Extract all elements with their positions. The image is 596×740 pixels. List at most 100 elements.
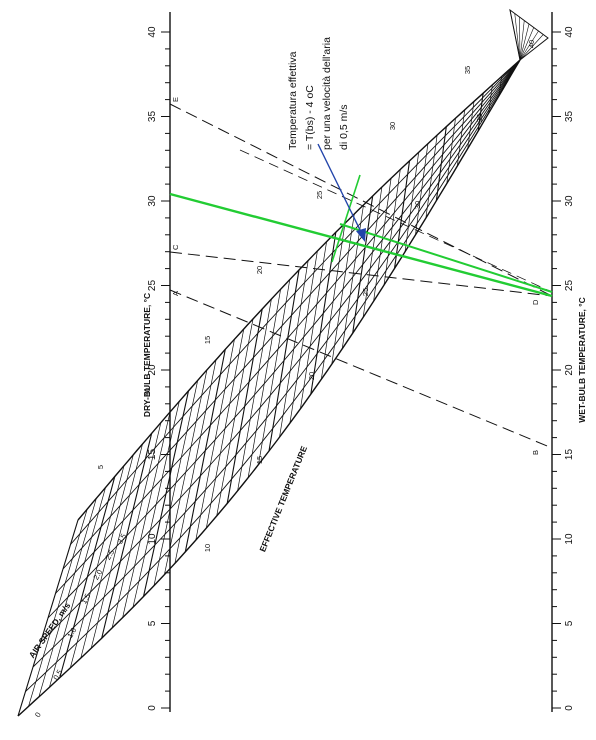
effective-temperature-line <box>488 84 493 114</box>
effective-temperature-label: 15 <box>255 456 264 464</box>
annotation-line-1: Temperatura effettiva <box>287 51 299 150</box>
wet-bulb-tick-label: 5 <box>564 620 575 626</box>
effective-temperature-line <box>80 454 134 659</box>
grid-tail-line <box>509 9 521 61</box>
annotation-arrow-head <box>356 228 366 242</box>
effective-temperature-line <box>383 169 401 286</box>
effective-temperature-line <box>49 487 106 688</box>
effective-temperature-label: 40 <box>527 40 536 48</box>
effective-temperature-grid <box>17 8 549 717</box>
air-speed-curve <box>25 59 521 692</box>
effective-temperature-line <box>184 349 226 553</box>
grid-tail-line <box>519 20 525 61</box>
effective-temperature-line <box>279 260 309 438</box>
reference-label-c: C <box>171 244 180 250</box>
effective-temperature-title: EFFECTIVE TEMPERATURE <box>257 444 309 553</box>
upper-edge-label: 25 <box>315 191 324 199</box>
air-speed-label: 0 <box>33 711 43 719</box>
air-speed-label: 1.5 <box>79 592 92 606</box>
effective-temperature-line <box>425 135 438 219</box>
effective-temperature-line <box>362 187 383 318</box>
effective-temperature-line <box>268 269 300 452</box>
upper-edge-label: 35 <box>463 66 472 74</box>
effective-temperature-line <box>69 465 125 668</box>
grid-labels: 10152025303540510152025303500.51.01.52.0… <box>33 40 536 719</box>
reference-label-d: D <box>531 299 540 305</box>
effective-temperature-line <box>415 143 429 236</box>
grid-tail <box>509 8 549 61</box>
effective-temperature-line <box>90 444 143 649</box>
effective-temperature-line <box>331 213 355 365</box>
wet-bulb-tick-label: 10 <box>564 533 575 545</box>
dry-bulb-tick-label: 30 <box>147 195 158 207</box>
grid-tail-line <box>519 34 544 61</box>
effective-temperature-label: 25 <box>361 288 370 296</box>
effective-temperature-line <box>435 126 447 201</box>
effective-temperature-line <box>393 160 411 269</box>
effective-temperature-line <box>352 195 374 334</box>
upper-edge-label: 20 <box>255 266 264 274</box>
wet-bulb-tick-label: 0 <box>564 705 575 711</box>
dry-bulb-tick-label: 35 <box>147 111 158 123</box>
dry-bulb-tick-label: 10 <box>147 533 158 545</box>
effective-temperature-line <box>38 498 97 697</box>
dry-bulb-tick-label: 40 <box>147 26 158 38</box>
dry-bulb-tick-labels: 0 5 10 15 20 25 30 35 40 <box>147 26 158 711</box>
effective-temperature-line <box>446 118 456 184</box>
wet-bulb-tick-label: 20 <box>564 364 575 376</box>
effective-temperature-line <box>509 68 512 78</box>
effective-temperature-line <box>101 433 153 639</box>
wet-bulb-tick-label: 30 <box>564 195 575 207</box>
dry-bulb-tick-label: 15 <box>147 449 158 461</box>
grid-tail-line <box>519 27 535 61</box>
effective-temperature-line <box>258 279 291 465</box>
wet-bulb-tick-label: 35 <box>564 111 575 123</box>
effective-temperature-line <box>164 369 208 575</box>
dry-bulb-tick-label: 20 <box>147 364 158 376</box>
reference-line-c-d <box>169 251 553 297</box>
effective-temperature-line <box>132 401 180 608</box>
effective-temperature-line <box>247 289 281 478</box>
dry-bulb-tick-label: 5 <box>147 620 158 626</box>
air-speed-curve <box>17 59 521 717</box>
grid-tail-line <box>519 23 530 61</box>
dry-bulb-axis-title: DRY-BULB TEMPERATURE, °C <box>142 293 152 417</box>
annotation-line-3: per una velocità dell'aria <box>321 37 333 150</box>
effective-temperature-label: 20 <box>307 372 316 380</box>
grid-tail-line <box>514 13 521 61</box>
air-speed-label: 2.5 <box>103 548 116 562</box>
effective-temperature-line <box>237 299 272 491</box>
grid-tail-line <box>519 16 521 61</box>
effective-temperature-label: 35 <box>475 114 484 122</box>
effective-temperature-line <box>373 178 392 302</box>
effective-temperature-line <box>498 76 502 96</box>
effective-temperature-label: 30 <box>413 201 422 209</box>
effective-temperature-line <box>17 519 79 717</box>
wet-bulb-tick-labels: 0 5 10 15 20 25 30 35 40 <box>564 26 575 711</box>
reference-label-b: B <box>531 450 540 455</box>
effective-temperature-line <box>153 380 199 586</box>
dry-bulb-tick-marks <box>161 31 170 709</box>
effective-temperature-line <box>174 359 217 564</box>
dry-bulb-tick-label: 0 <box>147 705 158 711</box>
effective-temperature-line <box>404 152 420 252</box>
effective-temperature-line <box>205 328 245 529</box>
effective-temperature-line <box>289 250 318 424</box>
effective-temperature-line <box>467 101 475 149</box>
wet-bulb-tick-label: 15 <box>564 449 575 461</box>
effective-temperature-line <box>195 339 235 541</box>
effective-temperature-line <box>122 411 171 618</box>
effective-temperature-line <box>28 509 88 707</box>
effective-temperature-line <box>59 476 116 678</box>
upper-edge-label: 30 <box>388 122 397 130</box>
effective-temperature-line <box>310 232 337 395</box>
annotation-line-4: di 0,5 m/s <box>338 104 350 150</box>
reference-label-a: A <box>171 291 180 296</box>
annotation-line-2: = T(bs) - 4 oC <box>304 85 316 150</box>
wet-bulb-tick-label: 25 <box>564 280 575 292</box>
effective-temperature-line <box>477 93 484 132</box>
wet-bulb-tick-marks <box>552 31 561 709</box>
dry-bulb-tick-label: 25 <box>147 280 158 292</box>
effective-temperature-line <box>111 422 162 629</box>
